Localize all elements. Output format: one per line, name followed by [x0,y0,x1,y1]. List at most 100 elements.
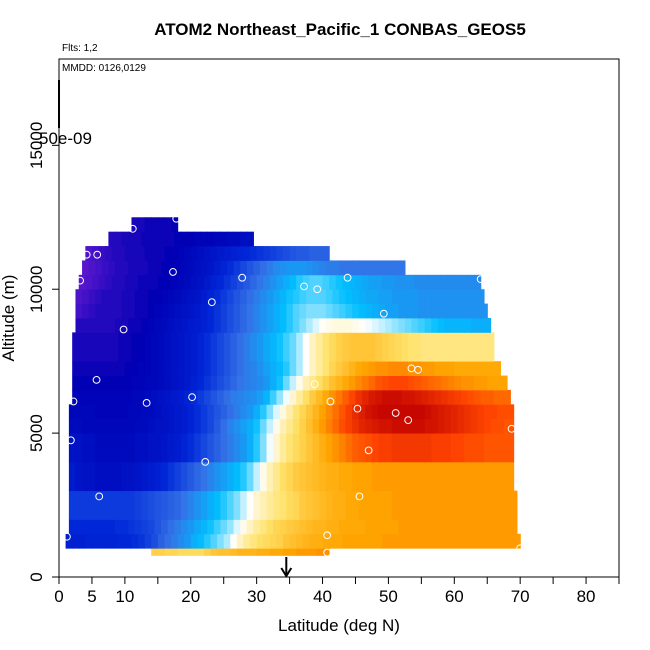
heatmap-cell [243,389,251,405]
heatmap-cell [451,433,459,463]
heatmap-cell [154,418,162,434]
heatmap-cell [322,375,330,391]
heatmap-cell [460,389,469,405]
heatmap-cell [190,361,198,376]
heatmap-cell [200,231,208,247]
heatmap-cell [138,274,146,290]
heatmap-cell [210,375,218,391]
heatmap-cell [283,533,291,549]
heatmap-cell [154,231,162,247]
heatmap-cell [227,260,235,276]
heatmap-cell [194,318,202,333]
heatmap-cell [339,433,347,463]
heatmap-cell [427,332,436,362]
heatmap-cell [240,519,248,535]
x-tick-label: 80 [577,587,596,606]
heatmap-cell [253,318,261,333]
heatmap-cell [220,490,228,520]
heatmap-cell [345,418,353,434]
heatmap-cell [408,274,416,290]
heatmap-cell [68,519,77,535]
heatmap-cell [292,461,301,492]
heatmap-cell [207,418,215,434]
heatmap-cell [269,332,278,362]
heatmap-cell [444,418,452,434]
heatmap-cell [95,303,103,319]
heatmap-cell [345,404,353,420]
heatmap-cell [418,490,426,520]
heatmap-cell [164,389,172,405]
heatmap-cell [401,375,409,391]
heatmap-cell [213,461,222,492]
heatmap-cell [273,433,281,463]
heatmap-cell [78,274,86,290]
heatmap-cell [187,490,195,520]
heatmap-cell [302,375,310,391]
heatmap-cell [157,548,166,556]
heatmap-cell [236,274,245,290]
heatmap-cell [391,303,399,319]
heatmap-cell [365,289,373,305]
heatmap-cell [483,303,488,319]
heatmap-cell [312,303,320,319]
heatmap-cell [474,361,482,376]
heatmap-cell [352,289,360,305]
heatmap-cell [246,260,254,276]
heatmap-cell [164,217,172,233]
sample-point [326,397,335,406]
heatmap-cell [483,404,492,420]
heatmap-cell [332,404,340,420]
heatmap-cell [233,418,241,434]
heatmap-cell [259,289,268,305]
heatmap-cell [138,246,146,261]
heatmap-cell [477,404,485,420]
heatmap-cell [151,246,159,261]
heatmap-cell [161,519,169,535]
heatmap-cell [424,289,432,305]
heatmap-cell [167,318,175,333]
dates-label: MMDD: 0126,0129 [62,63,146,74]
heatmap-cell [283,274,291,290]
heatmap-cell [266,318,274,333]
heatmap-cell [292,289,301,305]
heatmap-cell [431,519,439,535]
heatmap-cell [227,461,235,492]
heatmap-cell [497,418,505,434]
heatmap-cell [217,332,225,362]
heatmap-cell [315,246,324,261]
heatmap-cell [286,303,294,319]
heatmap-cell [253,418,261,434]
heatmap-cell [401,533,409,549]
heatmap-cell [391,433,399,463]
heatmap-cell [253,461,261,492]
heatmap-cell [78,332,86,362]
heatmap-cell [306,404,314,420]
heatmap-cell [358,404,366,420]
heatmap-cell [490,433,498,463]
heatmap-cell [207,231,215,247]
sample-point [207,298,216,307]
sample-point [310,380,319,389]
heatmap-cell [154,519,162,535]
heatmap-cell [451,303,459,319]
heatmap-cell [480,389,488,405]
heatmap-cell [312,404,320,420]
heatmap-cell [368,375,376,391]
sample-point [379,309,388,318]
heatmap-cell [200,418,208,434]
heatmap-cell [207,519,215,535]
heatmap-cell [398,461,406,492]
heatmap-cell [263,246,271,261]
heatmap-cell [250,361,258,376]
heatmap-cell [329,375,337,391]
heatmap-cell [213,418,222,434]
heatmap-cell [157,217,166,233]
heatmap-cell [411,404,419,420]
heatmap-cell [418,519,426,535]
heatmap-cell [207,260,215,276]
heatmap-cell [414,332,422,362]
heatmap-cell [398,303,406,319]
heatmap-cell [299,519,307,535]
heatmap-cell [253,490,261,520]
heatmap-cell [398,260,406,276]
